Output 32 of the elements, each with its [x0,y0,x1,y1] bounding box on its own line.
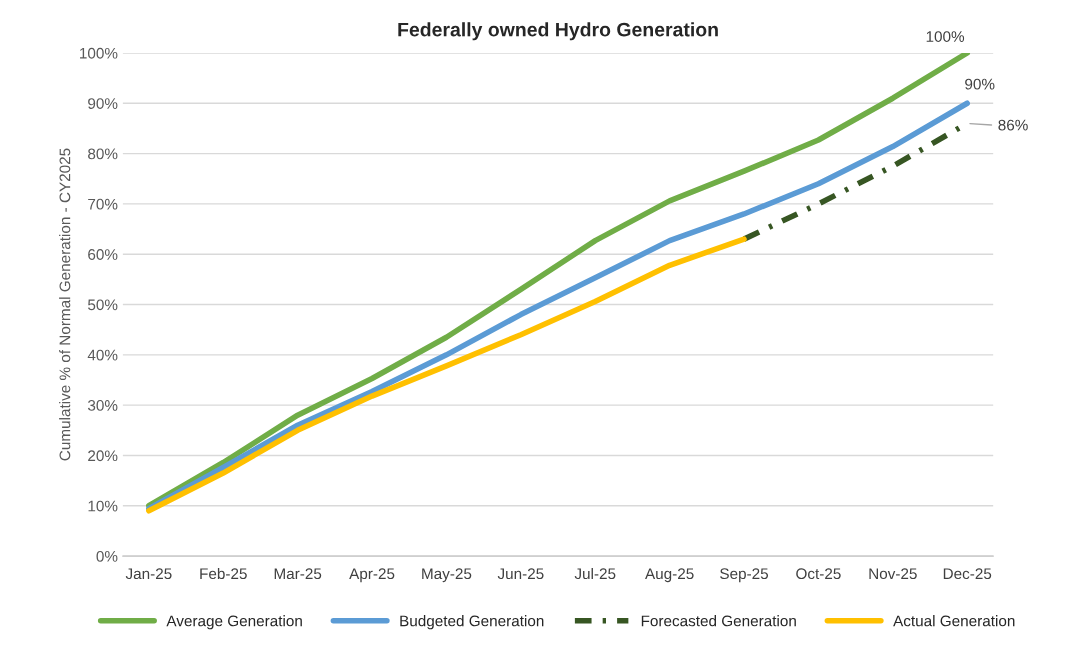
y-tick-label: 40% [87,349,118,361]
y-tick-label: 80% [88,148,118,160]
x-tick-label: Feb-25 [200,567,247,580]
y-tick-label: 10% [88,500,118,512]
x-tick-label: Nov-25 [869,568,917,580]
x-tick-label: May-25 [422,568,472,583]
chart-title: Federally owned Hydro Generation [398,22,718,41]
annotation: 90% [965,78,995,90]
x-tick-label: Sep-25 [720,568,769,583]
y-tick-label: 70% [88,198,118,210]
y-tick-label: 100% [80,47,118,59]
y-tick-label: 0% [96,550,118,562]
y-tick-label: 90% [88,98,118,109]
y-tick-label: 20% [88,450,118,462]
y-tick-label: 30% [87,400,118,411]
x-tick-label: Jan-25 [125,568,172,580]
y-tick-label: 60% [88,249,118,260]
x-tick-label: Jun-25 [497,568,544,580]
x-tick-label: Apr-25 [349,568,395,583]
legend-label: Actual Generation [893,615,1015,627]
x-tick-label: Mar-25 [274,568,322,580]
legend-label: Average Generation [166,615,302,630]
annotation: 100% [926,31,965,42]
x-tick-label: Oct-25 [796,568,841,580]
x-tick-label: Dec-25 [943,568,992,580]
y-axis-title: Cumulative % of Normal Generation - CY2025 [59,148,71,461]
annotation: 86% [998,119,1028,131]
legend-label: Budgeted Generation [400,615,544,630]
x-tick-label: Jul-25 [574,567,616,580]
y-tick-label: 50% [87,299,118,311]
x-tick-label: Aug-25 [645,568,694,583]
legend-label: Forecasted Generation [641,615,796,627]
